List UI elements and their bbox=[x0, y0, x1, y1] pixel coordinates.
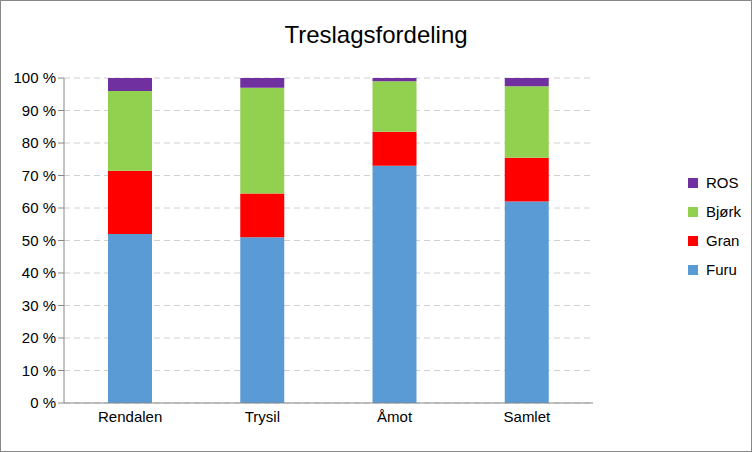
html-text:ROS: ROS bbox=[706, 174, 739, 191]
html-text:Treslagsfordeling: Treslagsfordeling bbox=[284, 21, 468, 48]
svg-text:80 %: 80 % bbox=[22, 134, 56, 151]
svg-text:Samlet: Samlet bbox=[504, 408, 552, 425]
svg-text:Rendalen: Rendalen bbox=[98, 408, 162, 425]
svg-text:Åmot: Åmot bbox=[377, 408, 413, 425]
svg-text:10 %: 10 % bbox=[22, 362, 56, 379]
svg-text:100 %: 100 % bbox=[13, 69, 56, 86]
html-text:Furu: Furu bbox=[706, 261, 737, 278]
svg-text:60 %: 60 % bbox=[22, 199, 56, 216]
html-text:Gran: Gran bbox=[706, 232, 740, 249]
svg-text:40 %: 40 % bbox=[22, 264, 56, 281]
svg-text:Trysil: Trysil bbox=[245, 408, 280, 425]
svg-text:30 %: 30 % bbox=[22, 297, 56, 314]
svg-text:20 %: 20 % bbox=[22, 329, 56, 346]
svg-text:0 %: 0 % bbox=[30, 394, 56, 411]
svg-text:70 %: 70 % bbox=[22, 167, 56, 184]
svg-text:90 %: 90 % bbox=[22, 102, 56, 119]
html-text:Bjørk: Bjørk bbox=[706, 203, 741, 220]
svg-text:50 %: 50 % bbox=[22, 232, 56, 249]
